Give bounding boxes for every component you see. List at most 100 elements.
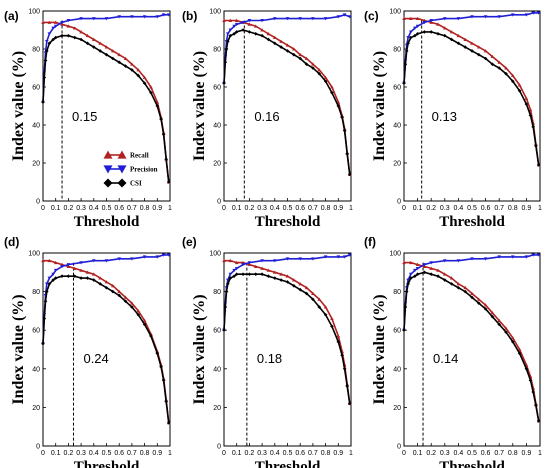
data-point xyxy=(85,41,90,46)
panel-label: (f) xyxy=(364,235,376,249)
data-point xyxy=(534,403,538,408)
data-point xyxy=(311,291,315,295)
data-point xyxy=(483,307,488,311)
x-tick-label: 0.4 xyxy=(454,205,464,212)
data-point xyxy=(429,30,433,34)
x-tick-label: 0.6 xyxy=(295,205,305,212)
data-point xyxy=(60,265,64,269)
data-point xyxy=(456,259,461,263)
data-point xyxy=(142,318,147,322)
data-point xyxy=(228,28,233,32)
threshold-label: 0.15 xyxy=(72,109,97,124)
data-point xyxy=(66,19,71,23)
panel-b: 0 0.1 0.2 0.3 0.4 0.5 0.6 0.7 0.8 0.9 1 0 20 40 60 80 10… xyxy=(182,9,353,231)
data-point xyxy=(228,33,233,38)
data-point xyxy=(285,274,290,278)
y-tick-label: 100 xyxy=(209,251,221,258)
data-point xyxy=(347,253,352,257)
data-point xyxy=(247,22,252,26)
y-tick-label: 100 xyxy=(389,9,401,16)
data-point xyxy=(298,287,302,292)
series-line xyxy=(224,19,351,175)
data-point xyxy=(79,261,83,265)
data-point xyxy=(253,32,258,36)
panel-label: (a) xyxy=(4,9,19,23)
data-point xyxy=(164,157,168,161)
data-point xyxy=(470,15,474,19)
data-point xyxy=(79,30,83,34)
data-point xyxy=(403,62,408,66)
data-point xyxy=(253,264,258,268)
data-point xyxy=(117,52,121,57)
x-tick-label: 0.1 xyxy=(51,205,61,212)
data-point xyxy=(409,276,413,280)
data-point xyxy=(222,258,226,263)
y-tick-label: 20 xyxy=(32,161,40,168)
panel-label: (d) xyxy=(4,235,19,249)
data-point xyxy=(279,272,283,276)
data-point xyxy=(311,66,315,70)
x-tick-label: 0.8 xyxy=(321,450,331,457)
data-point xyxy=(409,16,413,21)
x-axis-title: Threshold xyxy=(439,459,505,468)
x-tick-label: 0.7 xyxy=(494,205,504,212)
data-point xyxy=(415,32,420,36)
data-point xyxy=(342,255,347,259)
data-point xyxy=(470,295,474,300)
data-point xyxy=(53,20,58,24)
x-tick-label: 0.2 xyxy=(245,205,255,212)
data-point xyxy=(449,30,454,34)
x-axis-title: Threshold xyxy=(255,459,321,468)
data-point xyxy=(43,58,48,63)
y-tick-label: 40 xyxy=(32,366,40,373)
data-point xyxy=(136,73,141,78)
data-point xyxy=(517,83,522,87)
data-point xyxy=(415,24,420,28)
data-point xyxy=(155,15,160,19)
x-tick-label: 0.5 xyxy=(102,205,112,212)
data-point xyxy=(463,37,467,41)
x-tick-label: 0.3 xyxy=(257,205,267,212)
y-tick-label: 40 xyxy=(213,123,221,130)
x-tick-label: 0.4 xyxy=(454,450,464,457)
data-point xyxy=(155,255,160,259)
data-point xyxy=(336,15,341,19)
data-point xyxy=(228,258,233,263)
series-csi xyxy=(402,30,541,167)
data-point xyxy=(130,68,134,72)
data-point xyxy=(483,257,488,261)
data-point xyxy=(226,39,230,44)
data-point xyxy=(142,15,147,19)
data-point xyxy=(224,289,229,294)
x-tick-label: 0.3 xyxy=(76,450,86,457)
data-point xyxy=(130,301,134,305)
data-point xyxy=(85,276,90,280)
data-point xyxy=(79,276,83,280)
series-csi xyxy=(402,270,541,423)
data-point xyxy=(111,56,115,61)
x-tick-label: 0.9 xyxy=(522,205,532,212)
data-point xyxy=(123,299,128,304)
data-point xyxy=(166,421,171,425)
data-point xyxy=(51,37,55,42)
data-point xyxy=(92,45,96,49)
data-point xyxy=(266,274,271,278)
data-point xyxy=(497,66,501,70)
x-tick-label: 0.7 xyxy=(494,450,504,457)
x-tick-label: 0.2 xyxy=(426,205,436,212)
data-point xyxy=(298,52,302,57)
data-point xyxy=(429,272,433,277)
data-point xyxy=(342,367,347,371)
data-point xyxy=(477,45,481,49)
data-point xyxy=(41,20,45,24)
data-point xyxy=(166,13,171,17)
data-point xyxy=(347,172,352,177)
data-point xyxy=(497,318,501,322)
legend-entry: Precision xyxy=(130,166,158,174)
data-point xyxy=(409,35,413,40)
data-point xyxy=(443,278,447,282)
data-point xyxy=(449,37,454,42)
data-point xyxy=(247,272,252,277)
data-point xyxy=(117,257,121,261)
data-point xyxy=(298,282,302,286)
